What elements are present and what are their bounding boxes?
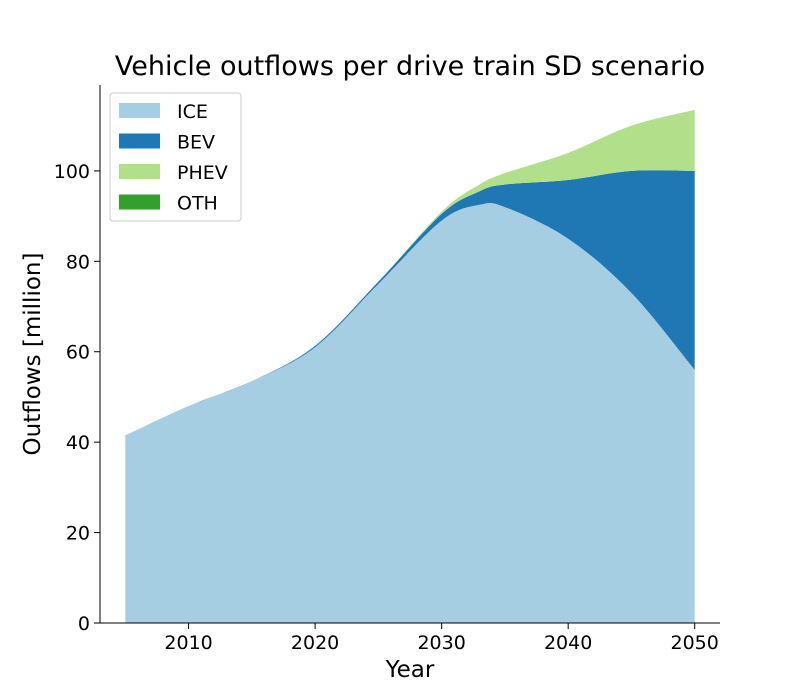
legend-swatch-phev: [119, 164, 160, 179]
y-tick-label: 80: [66, 251, 90, 273]
chart-title: Vehicle outflows per drive train SD scen…: [115, 51, 705, 82]
x-ticks: 2010 2020 2030 2040 2050: [164, 623, 719, 654]
x-tick-label: 2010: [164, 632, 212, 654]
legend-label-oth: OTH: [177, 193, 218, 215]
legend-swatch-oth: [119, 194, 160, 210]
legend-label-ice: ICE: [177, 101, 208, 123]
area-phev: [125, 109, 695, 436]
x-tick-label: 2040: [544, 632, 592, 654]
axes: [99, 85, 720, 624]
legend-label-phev: PHEV: [177, 162, 228, 184]
legend-swatch-bev: [119, 133, 160, 149]
legend-swatch-ice: [119, 103, 160, 118]
y-tick-label: 20: [66, 523, 90, 545]
x-tick-label: 2020: [291, 632, 339, 654]
plot-areas: [125, 109, 695, 623]
area-ice: [125, 202, 695, 623]
y-tick-label: 0: [78, 613, 90, 635]
legend: ICE BEV PHEV OTH: [109, 92, 242, 222]
y-tick-label: 100: [54, 161, 90, 183]
x-tick-label: 2030: [417, 632, 465, 654]
x-axis-label: Year: [385, 657, 435, 683]
legend-label-bev: BEV: [177, 132, 215, 154]
y-ticks: 0 20 40 60 80 100: [54, 161, 100, 635]
legend-frame: [109, 92, 242, 222]
x-tick-label: 2050: [671, 632, 719, 654]
area-bev: [125, 170, 695, 436]
y-axis-label: Outflows [million]: [20, 253, 46, 456]
y-tick-label: 40: [66, 432, 90, 454]
y-tick-label: 60: [66, 342, 90, 364]
